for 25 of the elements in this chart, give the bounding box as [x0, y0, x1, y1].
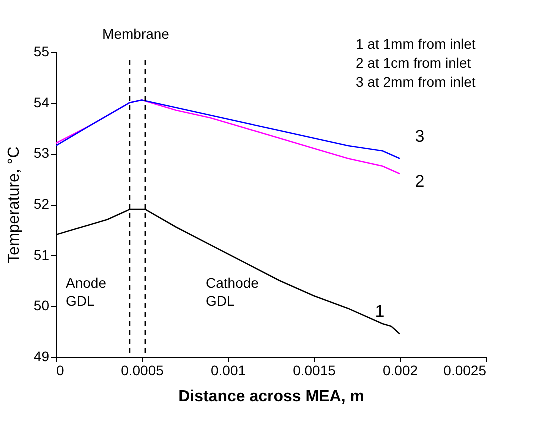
y-tick-label: 52: [34, 196, 50, 212]
annotation: 3 at 2mm from inlet: [356, 74, 476, 90]
x-tick-label: 0.0015: [293, 362, 336, 378]
y-tick-label: 53: [34, 145, 50, 162]
text: 1 at 1mm from inlet: [356, 36, 476, 52]
x-tick-label: 0: [56, 362, 64, 378]
line-series: [56, 100, 401, 160]
text: Membrane: [102, 26, 170, 42]
series-label: 1: [375, 302, 385, 322]
y-tick-label: 51: [34, 246, 50, 263]
series-label: 3: [415, 126, 425, 146]
x-tick-label: 0.0025: [444, 362, 487, 378]
y-axis-title: Temperature, °C: [6, 146, 23, 264]
annotation: 2 at 1cm from inlet: [356, 55, 472, 71]
x-axis-title: Distance across MEA, m: [178, 388, 364, 406]
x-tick-label: 0.001: [210, 362, 246, 378]
y-tick-label: 50: [34, 298, 50, 314]
annotation: Cathode GDL: [206, 275, 260, 309]
x-tick-label: 0.002: [382, 362, 418, 378]
y-tick-label: 55: [34, 44, 50, 60]
annotation: Anode GDL: [66, 275, 107, 309]
y-tick-label: 49: [34, 348, 50, 364]
y-tick-label: 54: [34, 94, 50, 110]
x-tick-label: 0.0005: [121, 362, 164, 378]
series-label: 2: [415, 172, 425, 191]
